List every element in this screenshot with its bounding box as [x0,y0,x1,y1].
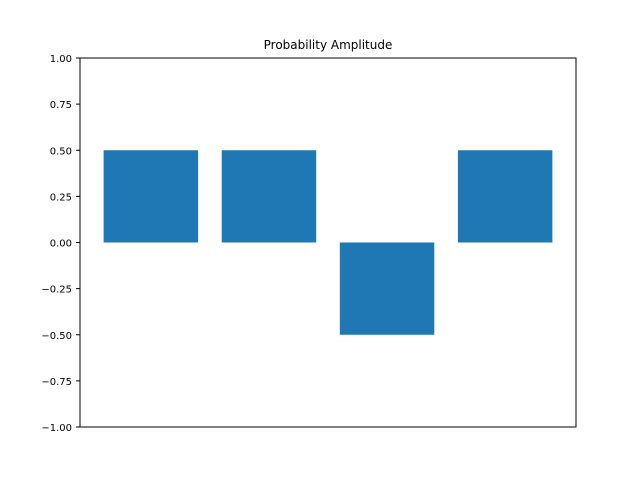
chart-title: Probability Amplitude [264,38,393,52]
y-tick-label: 0.50 [50,146,72,157]
y-tick-label: 1.00 [50,54,72,65]
y-tick-label: −0.50 [41,331,72,342]
y-tick-label: 0.00 [50,239,72,250]
y-tick-label: −0.25 [41,285,72,296]
y-axis: −1.00 −0.75 −0.50 −0.25 0.00 0.25 0.50 0.75 1.00 [41,54,80,434]
bars-layer [103,150,553,335]
bar-4 [457,150,553,243]
plot-area-frame [79,57,577,428]
y-tick-label: 0.75 [50,100,72,111]
bar-3 [339,242,435,335]
y-tick-label: −1.00 [41,423,72,434]
bar-1 [103,150,199,243]
y-tick-label: 0.25 [50,192,72,203]
bar-2 [221,150,317,243]
y-tick-label: −0.75 [41,377,72,388]
